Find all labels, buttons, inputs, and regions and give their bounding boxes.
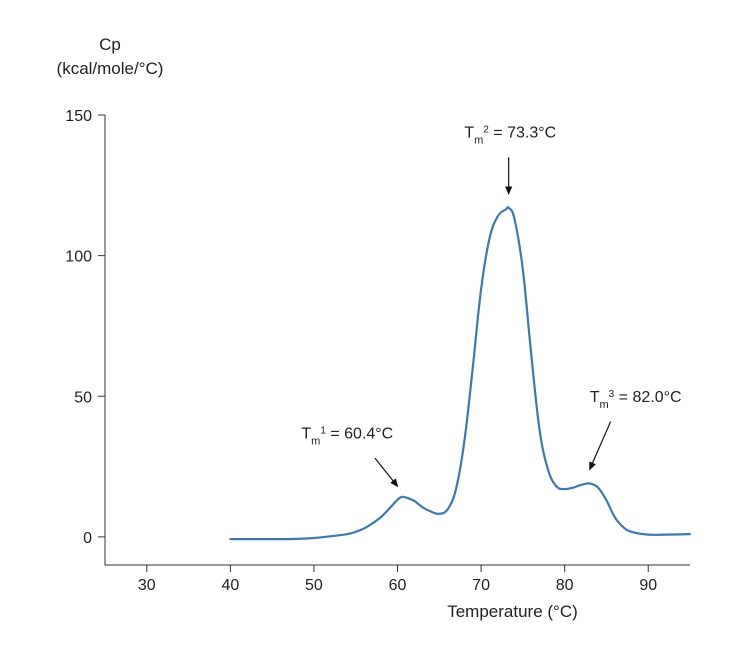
- y-tick-label: 100: [65, 249, 92, 266]
- y-axis-title-line1: Cp: [99, 35, 121, 54]
- x-axis-title: Temperature (°C): [447, 602, 578, 621]
- x-tick-label: 50: [305, 577, 323, 594]
- annotation-tm2: Tm2 = 73.3°C: [464, 124, 556, 147]
- y-tick-label: 150: [65, 108, 92, 125]
- x-tick-label: 80: [556, 577, 574, 594]
- annotation-tm1: Tm1 = 60.4°C: [301, 425, 393, 448]
- x-tick-label: 30: [138, 577, 156, 594]
- annotation-arrow-tm3: [590, 422, 611, 470]
- cp-curve: [230, 207, 690, 539]
- x-tick-label: 70: [472, 577, 490, 594]
- y-tick-label: 0: [83, 530, 92, 547]
- annotation-tm3: Tm3 = 82.0°C: [590, 388, 682, 411]
- y-tick-label: 50: [74, 389, 92, 406]
- dsc-thermogram-chart: 0 50 100 150 30 40 50 60 70 80 90 Cp (kcal/mole/°C) T…: [0, 20, 732, 645]
- y-axis: [105, 115, 690, 565]
- x-tick-label: 60: [389, 577, 407, 594]
- x-tick-label: 40: [221, 577, 239, 594]
- x-tick-label: 90: [639, 577, 657, 594]
- annotation-arrow-tm1: [375, 458, 398, 486]
- y-axis-title-line2: (kcal/mole/°C): [57, 59, 164, 78]
